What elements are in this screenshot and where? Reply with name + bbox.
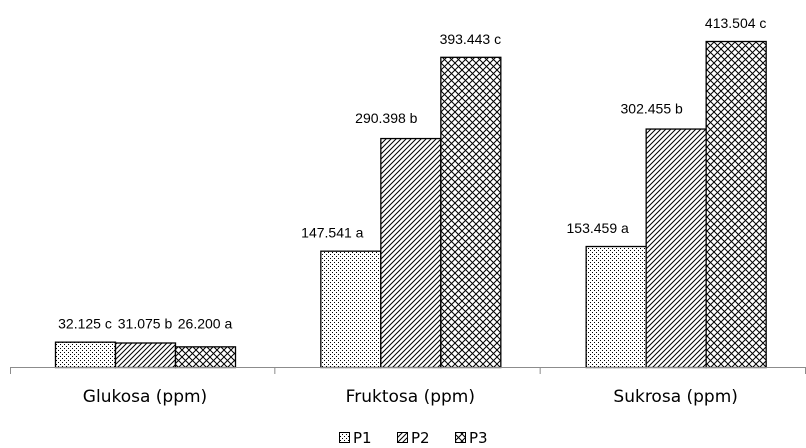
data-label-p2-1: 31.075 b [118,316,173,332]
category-label-2: Fruktosa (ppm) [346,387,475,407]
bar-p3-3 [705,40,767,369]
legend-swatch-p2 [397,432,408,443]
legend-label-p2: P2 [411,429,430,447]
data-label-p1-3: 153.459 a [567,220,629,236]
data-label-p3-2: 393.443 c [440,31,502,47]
bar-p1-1 [54,341,117,369]
legend-swatch-p1 [339,432,350,443]
legend-label-p3: P3 [469,429,488,447]
legend-swatch-p3 [455,432,466,443]
bar-p3-2 [440,56,502,369]
bar-p2-2 [380,137,442,369]
data-label-p1-1: 32.125 c [58,316,112,332]
data-label-p1-2: 147.541 a [301,225,363,241]
category-label-1: Glukosa (ppm) [83,387,207,407]
data-label-p3-3: 413.504 c [705,15,767,31]
data-label-p2-2: 290.398 b [355,110,417,126]
data-label-p2-3: 302.455 b [621,101,683,117]
bar-p1-2 [320,250,382,369]
bar-p2-1 [114,342,177,369]
category-label-3: Sukrosa (ppm) [613,387,738,407]
bar-p1-3 [585,245,647,369]
bar-p3-1 [174,346,237,369]
data-label-p3-1: 26.200 a [178,316,233,332]
bar-p2-3 [645,128,707,369]
legend-label-p1: P1 [353,429,372,447]
